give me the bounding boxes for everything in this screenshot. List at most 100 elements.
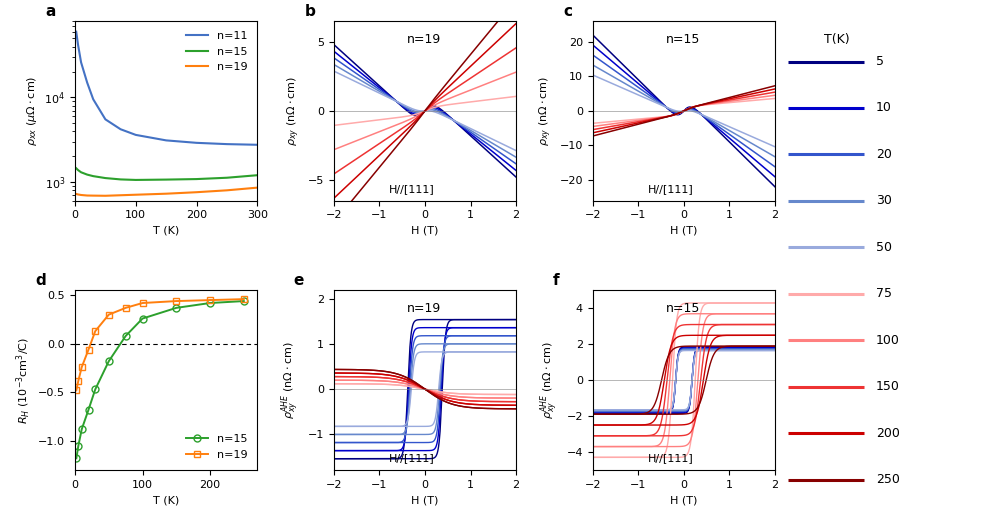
Text: 30: 30 <box>876 194 892 208</box>
n=11 <box>251 142 263 148</box>
Text: 10: 10 <box>876 101 892 115</box>
Text: 250: 250 <box>876 473 900 486</box>
n=15 <box>204 300 216 306</box>
n=11 <box>99 116 111 122</box>
n=15 <box>75 169 87 175</box>
Text: c: c <box>564 4 573 18</box>
n=19 <box>87 192 99 199</box>
Text: 20: 20 <box>876 148 892 161</box>
Line: n=15: n=15 <box>76 168 257 180</box>
n=15 <box>251 172 263 178</box>
n=19 <box>76 364 88 370</box>
Text: H//[111]: H//[111] <box>647 453 693 463</box>
n=11 <box>81 79 93 86</box>
n=15 <box>89 386 101 392</box>
n=15 <box>221 175 233 181</box>
n=19 <box>221 187 233 193</box>
n=19 <box>72 378 84 384</box>
n=19 <box>81 192 93 199</box>
Line: n=15: n=15 <box>73 298 247 462</box>
X-axis label: H (T): H (T) <box>411 226 439 236</box>
n=11 <box>70 29 82 35</box>
n=19 <box>160 191 172 197</box>
Line: n=19: n=19 <box>76 187 257 196</box>
n=19 <box>83 346 95 353</box>
Line: n=19: n=19 <box>73 296 247 394</box>
n=19 <box>70 387 82 393</box>
n=19 <box>251 184 263 191</box>
n=15 <box>99 175 111 181</box>
n=15 <box>120 333 132 339</box>
n=19 <box>70 191 82 197</box>
Text: 5: 5 <box>876 55 884 68</box>
Y-axis label: $\rho_{xy}$ (n$\Omega\cdot$cm): $\rho_{xy}$ (n$\Omega\cdot$cm) <box>538 76 554 146</box>
Y-axis label: $R_H$ ($10^{-3}$cm$^3$/C): $R_H$ ($10^{-3}$cm$^3$/C) <box>15 337 33 423</box>
n=11 <box>87 96 99 102</box>
n=19 <box>204 297 216 303</box>
n=15 <box>81 172 93 178</box>
n=15 <box>87 173 99 180</box>
X-axis label: H (T): H (T) <box>670 226 698 236</box>
Text: 200: 200 <box>876 427 900 440</box>
Text: n=15: n=15 <box>666 302 700 315</box>
n=15 <box>72 167 84 173</box>
n=15 <box>76 426 88 432</box>
n=11 <box>191 140 203 146</box>
Text: H//[111]: H//[111] <box>389 453 434 463</box>
n=15 <box>115 176 127 183</box>
n=11 <box>75 59 87 65</box>
Text: e: e <box>294 273 304 288</box>
Text: 100: 100 <box>876 334 900 347</box>
Legend: n=15, n=19: n=15, n=19 <box>181 430 252 464</box>
Text: n=19: n=19 <box>407 33 441 45</box>
Text: b: b <box>305 4 316 18</box>
X-axis label: H (T): H (T) <box>670 495 698 505</box>
n=19 <box>103 312 115 318</box>
n=11 <box>72 42 84 48</box>
n=15 <box>83 407 95 413</box>
Text: f: f <box>553 273 559 288</box>
n=19 <box>115 192 127 199</box>
Text: T(K): T(K) <box>824 33 850 46</box>
Y-axis label: $\rho_{xy}^{AHE}$ (n$\Omega\cdot$cm): $\rho_{xy}^{AHE}$ (n$\Omega\cdot$cm) <box>539 341 561 419</box>
n=11 <box>130 131 142 138</box>
Text: 150: 150 <box>876 380 900 393</box>
Text: a: a <box>46 4 56 18</box>
n=19 <box>99 193 111 199</box>
X-axis label: T (K): T (K) <box>153 495 179 505</box>
Text: n=19: n=19 <box>407 302 441 315</box>
n=11 <box>115 126 127 133</box>
X-axis label: H (T): H (T) <box>411 495 439 505</box>
n=11 <box>160 137 172 144</box>
n=19 <box>75 192 87 198</box>
Legend: n=11, n=15, n=19: n=11, n=15, n=19 <box>181 27 252 77</box>
n=15 <box>160 176 172 183</box>
n=15 <box>191 176 203 182</box>
n=15 <box>130 177 142 183</box>
n=15 <box>70 455 82 461</box>
n=19 <box>72 191 84 197</box>
n=15 <box>70 165 82 172</box>
n=19 <box>238 296 250 303</box>
n=19 <box>170 298 182 304</box>
n=19 <box>120 305 132 311</box>
n=15 <box>170 305 182 311</box>
n=19 <box>137 300 149 306</box>
n=19 <box>191 189 203 195</box>
n=11 <box>221 141 233 147</box>
Text: H//[111]: H//[111] <box>647 184 693 194</box>
n=19 <box>89 328 101 334</box>
Line: n=11: n=11 <box>76 32 257 145</box>
Text: n=15: n=15 <box>666 33 700 45</box>
Text: H//[111]: H//[111] <box>389 184 434 194</box>
Text: 50: 50 <box>876 241 892 254</box>
n=15 <box>238 298 250 304</box>
n=15 <box>103 358 115 364</box>
n=19 <box>130 192 142 198</box>
n=15 <box>137 315 149 322</box>
Y-axis label: $\rho_{xx}$ ($\mu\Omega\cdot$cm): $\rho_{xx}$ ($\mu\Omega\cdot$cm) <box>25 76 39 146</box>
X-axis label: T (K): T (K) <box>153 226 179 236</box>
Y-axis label: $\rho_{xy}^{AHE}$ (n$\Omega\cdot$cm): $\rho_{xy}^{AHE}$ (n$\Omega\cdot$cm) <box>280 341 302 419</box>
n=15 <box>72 442 84 449</box>
Text: d: d <box>35 273 46 288</box>
